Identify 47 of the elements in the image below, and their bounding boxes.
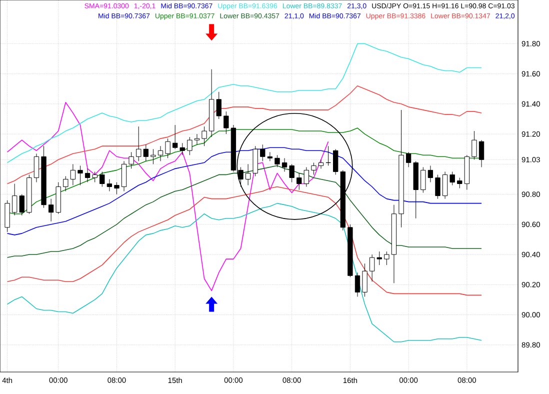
candlestick <box>78 165 83 186</box>
candlestick <box>63 176 68 192</box>
candlestick <box>384 251 390 266</box>
candlestick <box>420 166 426 194</box>
candlestick <box>121 160 127 192</box>
candlestick <box>136 126 142 162</box>
candlestick <box>187 136 192 156</box>
candlestick <box>70 164 76 186</box>
candlestick <box>304 166 310 187</box>
candlestick <box>150 148 156 164</box>
candlestick <box>106 178 112 192</box>
candlestick <box>442 171 448 200</box>
candlestick <box>267 152 273 162</box>
candlestick <box>48 198 54 222</box>
candlestick <box>260 144 266 162</box>
candlestick <box>428 165 434 182</box>
candlestick <box>369 254 375 282</box>
candlestick <box>202 126 207 146</box>
candlestick <box>245 164 251 186</box>
candlestick <box>34 153 40 182</box>
candlestick <box>114 182 120 195</box>
candlestick <box>92 171 98 182</box>
candlestick <box>478 140 484 168</box>
candlestick <box>128 152 134 169</box>
candlestick <box>143 144 148 162</box>
candlestick <box>362 263 368 297</box>
candlestick <box>165 138 170 158</box>
candlestick <box>194 134 200 145</box>
candlestick <box>318 159 324 169</box>
candlestick <box>158 146 164 162</box>
candlestick <box>472 130 477 160</box>
candlestick <box>274 154 280 168</box>
candlestick <box>216 92 222 120</box>
candlestick <box>224 111 229 134</box>
candlestick <box>326 146 331 166</box>
candlestick <box>311 162 316 175</box>
candlestick <box>406 152 412 168</box>
candlestick <box>84 168 90 182</box>
candlestick <box>457 177 462 189</box>
candlestick <box>296 172 302 190</box>
candlestick <box>282 158 288 172</box>
candlestick <box>376 251 382 266</box>
candlestick <box>354 272 360 297</box>
candlestick <box>450 171 455 186</box>
candlestick <box>100 171 105 187</box>
candlestick <box>289 164 294 182</box>
candlestick <box>435 174 440 200</box>
